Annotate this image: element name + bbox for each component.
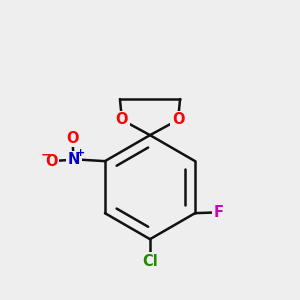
Text: O: O: [172, 112, 184, 128]
Text: O: O: [66, 131, 79, 146]
Text: N: N: [68, 152, 80, 167]
Text: O: O: [45, 154, 58, 169]
Text: Cl: Cl: [142, 254, 158, 269]
Text: +: +: [76, 148, 85, 158]
Text: −: −: [40, 148, 51, 161]
Text: F: F: [214, 205, 224, 220]
Text: O: O: [116, 112, 128, 128]
